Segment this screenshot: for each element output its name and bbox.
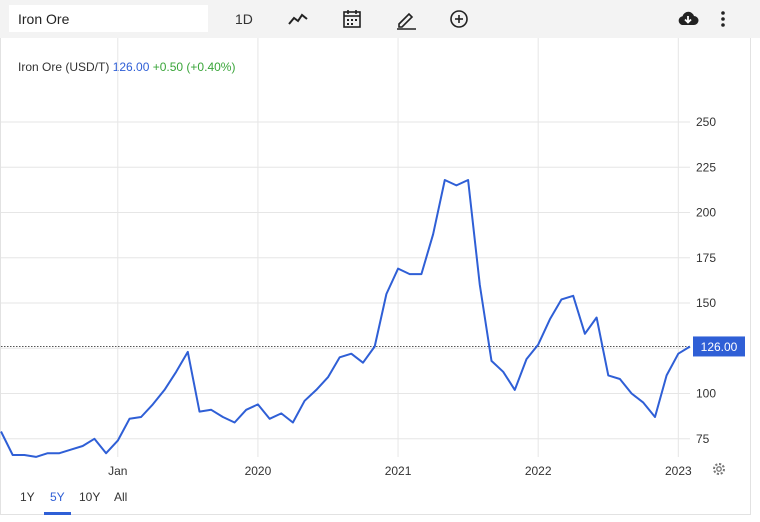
settings-gear-icon[interactable] (711, 461, 727, 477)
plus-circle-icon[interactable] (447, 7, 471, 31)
price-series-line (0, 179, 691, 458)
last-price-tag-label: 126.00 (701, 340, 738, 354)
calendar-icon[interactable] (340, 7, 364, 31)
active-range-indicator (44, 512, 71, 515)
y-tick-label: 175 (696, 251, 716, 265)
interval-button[interactable]: 1D (235, 11, 253, 27)
instrument-name: Iron Ore (USD/T) (18, 60, 110, 74)
y-tick-label: 100 (696, 387, 716, 401)
quote-header: Iron Ore (USD/T) 126.00 +0.50 (+0.40%) (18, 60, 235, 74)
y-tick-label: 225 (696, 160, 716, 174)
x-tick-label: 2023 (665, 464, 692, 478)
last-price: 126.00 (112, 60, 150, 74)
toolbar: Iron Ore 1D (0, 0, 760, 38)
y-tick-label: 250 (696, 115, 716, 129)
y-tick-label: 75 (696, 432, 710, 446)
more-vertical-icon[interactable] (711, 7, 735, 31)
price-change: +0.50 (+0.40%) (152, 60, 236, 74)
range-all-button[interactable]: All (114, 490, 128, 504)
pencil-icon[interactable] (394, 7, 418, 31)
x-tick-label: 2020 (245, 464, 272, 478)
last-price-tag (693, 336, 745, 357)
y-tick-label: 150 (696, 296, 716, 310)
cloud-download-icon[interactable] (676, 7, 700, 31)
x-tick-label: Jan (108, 464, 127, 478)
x-tick-label: 2022 (525, 464, 552, 478)
range-1y-button[interactable]: 1Y (20, 490, 35, 504)
chart-frame (0, 38, 751, 515)
range-10y-button[interactable]: 10Y (79, 490, 101, 504)
search-input[interactable]: Iron Ore (9, 5, 208, 32)
y-tick-label: 200 (696, 206, 716, 220)
line-chart-icon[interactable] (286, 7, 310, 31)
range-5y-button[interactable]: 5Y (50, 490, 65, 504)
x-tick-label: 2021 (385, 464, 412, 478)
